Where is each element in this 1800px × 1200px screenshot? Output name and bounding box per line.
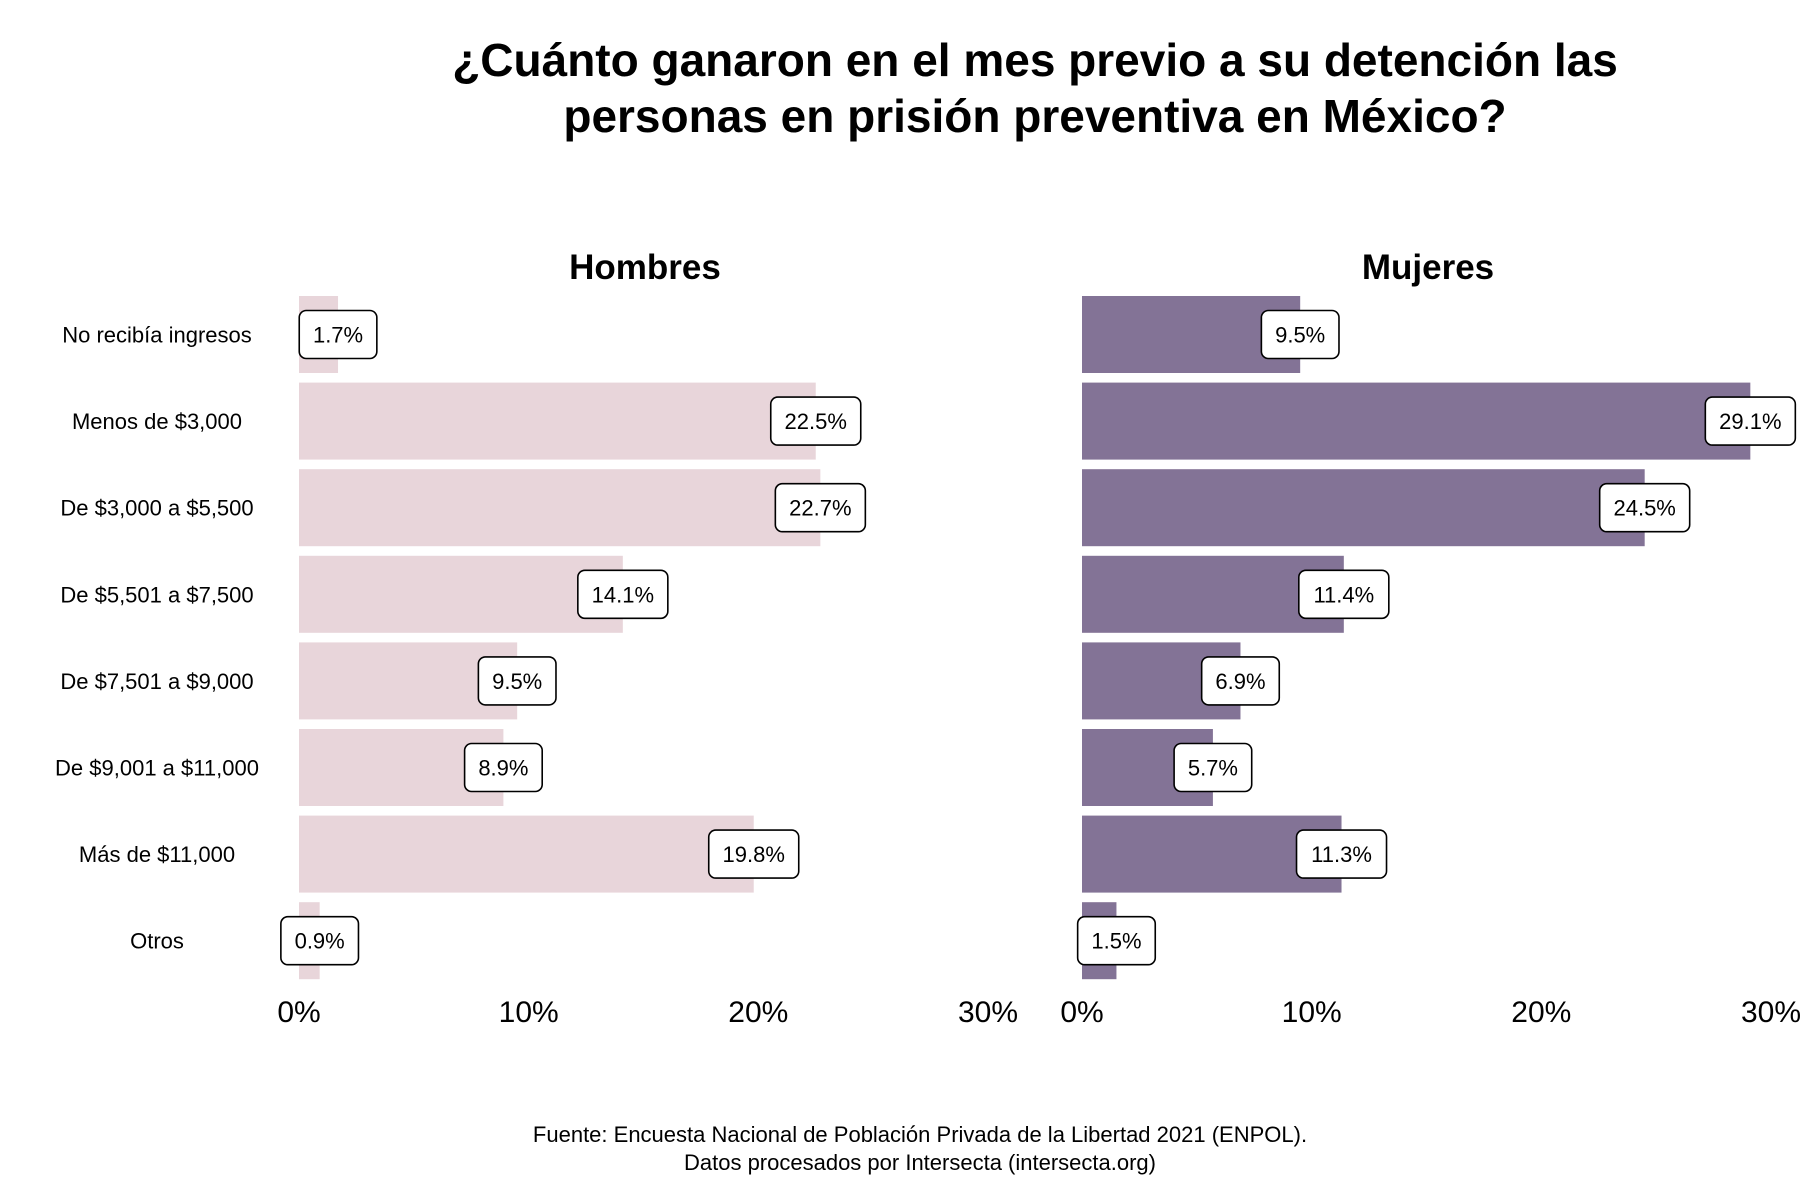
- category-axis-labels: No recibía ingresos Menos de $3,000 De $3,…: [55, 323, 259, 954]
- panel-title-mujeres: Mujeres: [1362, 248, 1494, 287]
- x-tick-label-hombres-0: 0%: [277, 996, 320, 1029]
- data-label-mujeres-otros: 1.5%: [1076, 915, 1157, 966]
- data-label-box: [577, 569, 669, 620]
- data-label-text: 9.5%: [1275, 323, 1325, 348]
- panel-hombres: Hombres 1.7% 22.5% 22.7% 14.1% 9.5% 8.9% 19.8% 0…: [277, 248, 1018, 1029]
- category-label-de-3-000-a-5-500: De $3,000 a $5,500: [60, 496, 253, 521]
- category-label-mas-de-11-000: Más de $11,000: [79, 842, 235, 867]
- data-label-box: [1173, 742, 1253, 793]
- x-tick-label-hombres-20: 20%: [728, 996, 788, 1029]
- caption-line-2: Datos procesados por Intersecta (interse…: [684, 1150, 1156, 1175]
- category-label-otros: Otros: [130, 929, 184, 954]
- data-label-text: 29.1%: [1719, 409, 1781, 434]
- data-label-hombres-otros: 0.9%: [280, 915, 360, 966]
- data-label-text: 8.9%: [478, 756, 528, 781]
- panel-mujeres: Mujeres 9.5% 29.1% 24.5% 11.4% 6.9% 5.7% 11.3% 1…: [1060, 248, 1800, 1029]
- category-label-no-recibia-ingresos: No recibía ingresos: [62, 323, 252, 348]
- data-label-hombres-no-recibia-ingresos: 1.7%: [298, 309, 378, 360]
- data-label-box: [1200, 656, 1281, 706]
- data-label-box: [463, 742, 544, 793]
- x-tick-label-hombres-30: 30%: [958, 996, 1018, 1029]
- bar-hombres-de-5-501-a-7-500: [299, 555, 623, 633]
- data-label-hombres-mas-de-11-000: 19.8%: [707, 829, 800, 879]
- x-tick-label-mujeres-20: 20%: [1511, 996, 1571, 1029]
- data-label-text: 14.1%: [592, 582, 654, 607]
- category-label-de-9-001-a-11-000: De $9,001 a $11,000: [55, 756, 259, 781]
- data-label-box: [298, 309, 378, 360]
- data-label-box: [1076, 915, 1157, 966]
- data-label-mujeres-de-7-501-a-9-000: 6.9%: [1200, 656, 1281, 706]
- category-label-de-7-501-a-9-000: De $7,501 a $9,000: [60, 669, 253, 694]
- data-label-mujeres-de-3-000-a-5-500: 24.5%: [1598, 482, 1691, 533]
- data-label-text: 6.9%: [1215, 669, 1265, 694]
- data-label-box: [1598, 482, 1691, 533]
- data-label-box: [280, 915, 360, 966]
- category-label-de-5-501-a-7-500: De $5,501 a $7,500: [60, 582, 253, 607]
- data-label-box: [707, 829, 800, 879]
- bar-hombres-mas-de-11-000: [299, 815, 754, 893]
- x-tick-label-mujeres-0: 0%: [1060, 996, 1103, 1029]
- caption-line-1: Fuente: Encuesta Nacional de Población P…: [533, 1122, 1307, 1147]
- data-label-mujeres-no-recibia-ingresos: 9.5%: [1260, 309, 1340, 360]
- bar-mujeres-de-3-000-a-5-500: [1082, 469, 1645, 547]
- data-label-text: 5.7%: [1188, 756, 1238, 781]
- bar-mujeres-menos-de-3-000: [1082, 382, 1751, 460]
- category-label-menos-de-3-000: Menos de $3,000: [72, 409, 242, 434]
- data-label-mujeres-mas-de-11-000: 11.3%: [1295, 829, 1388, 879]
- data-label-text: 11.3%: [1311, 842, 1372, 867]
- bar-hombres-de-3-000-a-5-500: [299, 469, 821, 547]
- data-label-text: 1.7%: [313, 323, 363, 348]
- data-label-hombres-de-3-000-a-5-500: 22.7%: [774, 482, 867, 533]
- data-label-box: [1260, 309, 1340, 360]
- chart-title-line-2: personas en prisión preventiva en México…: [563, 90, 1506, 142]
- data-label-text: 11.4%: [1313, 582, 1374, 607]
- data-label-text: 19.8%: [723, 842, 785, 867]
- data-label-text: 0.9%: [295, 929, 345, 954]
- data-label-text: 1.5%: [1091, 929, 1141, 954]
- data-label-box: [1704, 396, 1797, 446]
- chart-panels: Hombres 1.7% 22.5% 22.7% 14.1% 9.5% 8.9% 19.8% 0…: [277, 248, 1800, 1029]
- data-label-mujeres-de-9-001-a-11-000: 5.7%: [1173, 742, 1253, 793]
- data-label-text: 22.7%: [789, 496, 851, 521]
- chart-title-line-1: ¿Cuánto ganaron en el mes previo a su de…: [452, 34, 1618, 86]
- data-label-box: [1298, 569, 1390, 620]
- data-label-box: [1295, 829, 1388, 879]
- x-tick-label-mujeres-10: 10%: [1282, 996, 1342, 1029]
- data-label-hombres-de-9-001-a-11-000: 8.9%: [463, 742, 544, 793]
- data-label-text: 9.5%: [492, 669, 542, 694]
- x-tick-label-mujeres-30: 30%: [1741, 996, 1800, 1029]
- data-label-text: 22.5%: [785, 409, 847, 434]
- data-label-mujeres-menos-de-3-000: 29.1%: [1704, 396, 1797, 446]
- data-label-box: [769, 396, 862, 446]
- data-label-box: [774, 482, 867, 533]
- data-label-mujeres-de-5-501-a-7-500: 11.4%: [1298, 569, 1390, 620]
- x-tick-label-hombres-10: 10%: [499, 996, 559, 1029]
- data-label-text: 24.5%: [1613, 496, 1675, 521]
- data-label-hombres-de-7-501-a-9-000: 9.5%: [477, 656, 557, 706]
- data-label-hombres-menos-de-3-000: 22.5%: [769, 396, 862, 446]
- panel-title-hombres: Hombres: [569, 248, 721, 287]
- bar-hombres-menos-de-3-000: [299, 382, 816, 460]
- data-label-box: [477, 656, 557, 706]
- data-label-hombres-de-5-501-a-7-500: 14.1%: [577, 569, 669, 620]
